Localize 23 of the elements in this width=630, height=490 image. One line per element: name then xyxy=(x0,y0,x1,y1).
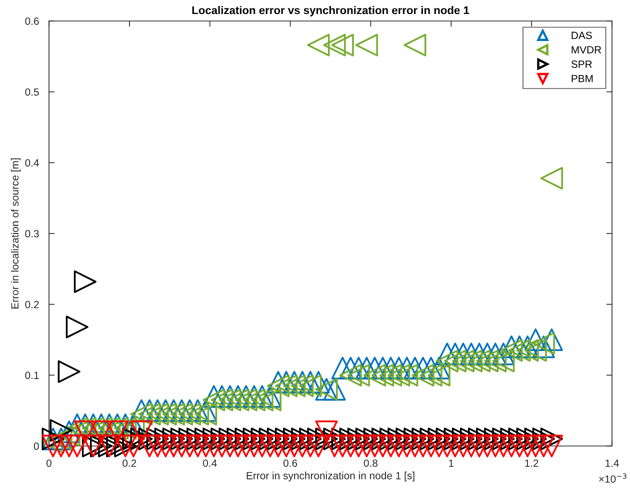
legend-label: PBM xyxy=(572,74,593,82)
y-tick-label: 0.3 xyxy=(25,230,39,238)
x-tick-label: 1.2 xyxy=(525,459,538,467)
chart-title: Localization error vs synchronization error in node 1 xyxy=(192,6,470,16)
y-tick-label: 0 xyxy=(34,442,39,450)
x-tick-label: 0.2 xyxy=(122,459,136,467)
legend-label: DAS xyxy=(572,32,592,40)
y-tick-label: 0.5 xyxy=(25,88,39,96)
text: ×10$^{−3}$ xyxy=(599,473,626,483)
y-tick-label: 0.2 xyxy=(25,300,39,308)
y-axis-title: Error in localization of source [m] xyxy=(10,158,21,308)
y-tick-label: 0.6 xyxy=(25,18,39,25)
x-axis-title: Error in synchronization in node 1 [s] xyxy=(246,472,414,482)
x-tick-label: 0.4 xyxy=(203,459,217,467)
x-tick-label: 1 xyxy=(449,460,454,467)
legend-label: MVDR xyxy=(572,46,602,54)
x-tick-label: 0.8 xyxy=(364,459,378,467)
y-tick-label: 0.1 xyxy=(25,372,39,380)
x-tick-label: 0.6 xyxy=(283,459,298,467)
x-tick-label: 1.4 xyxy=(606,460,619,467)
legend-label: SPR xyxy=(571,60,592,68)
y-tick-label: 0.4 xyxy=(25,159,39,167)
x-tick-label: 0 xyxy=(46,459,52,467)
